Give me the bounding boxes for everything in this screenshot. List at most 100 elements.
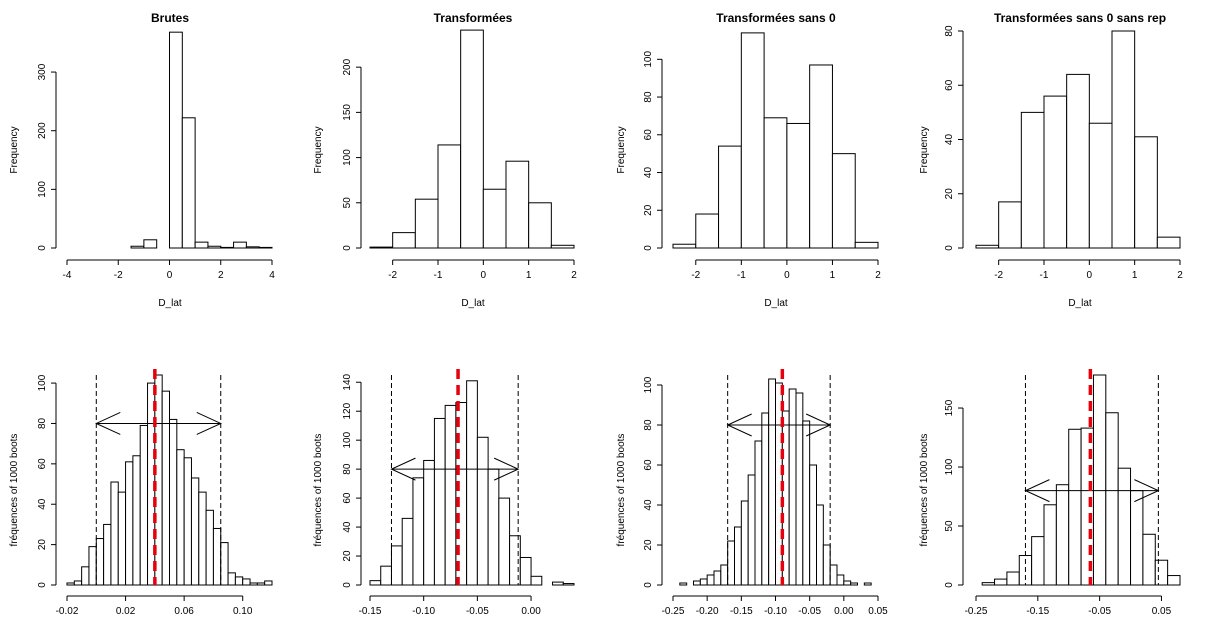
histogram-bar <box>460 29 484 249</box>
y-tick-label: 200 <box>37 122 48 139</box>
histogram-bar <box>264 580 273 586</box>
y-tick-label: 50 <box>342 197 353 209</box>
histogram-bar <box>207 245 222 249</box>
histogram-bar <box>169 418 178 586</box>
arrow-head-left <box>95 412 121 435</box>
histogram-bar <box>1031 536 1045 586</box>
y-tick-label: 80 <box>643 91 654 103</box>
histogram-bar <box>81 566 90 586</box>
bootstrap-histogram-brutes: -0.02 0.02 0.06 0.10 0 20 40 60 80 100 fréquences … <box>9 369 273 617</box>
x-tick-label: -0.02 <box>56 606 79 617</box>
histogram-bar <box>863 582 872 586</box>
histogram-bar <box>1066 73 1090 249</box>
y-tick-label: 0 <box>342 245 353 251</box>
y-tick-label: 60 <box>342 492 353 504</box>
y-tick-label: 100 <box>944 458 955 475</box>
histogram-bar <box>482 188 507 249</box>
y-axis-label: Frequency <box>313 126 324 173</box>
y-tick-label: 100 <box>37 181 48 198</box>
histogram-bar <box>476 436 489 586</box>
histogram-bar <box>509 535 521 586</box>
histogram-bar <box>981 582 996 586</box>
x-axis-label: D_lat <box>1068 298 1092 309</box>
y-tick-label: 20 <box>342 550 353 562</box>
histogram-bar <box>227 572 236 586</box>
x-axis-label: D_lat <box>461 298 485 309</box>
histogram-bar <box>245 246 260 249</box>
histogram-bar <box>836 574 845 586</box>
x-tick-label: -0.05 <box>1088 606 1111 617</box>
histogram-bar <box>423 459 435 586</box>
y-tick-label: 100 <box>342 149 353 166</box>
x-tick-label: 0 <box>1087 270 1093 281</box>
x-tick-label: -0.25 <box>965 606 988 617</box>
y-axis-label: fréquences of 1000 boots <box>313 434 324 547</box>
x-tick-label: -4 <box>63 270 72 281</box>
histogram-bar <box>768 378 776 586</box>
x-tick-label: 1 <box>526 270 532 281</box>
histogram-bar <box>139 424 149 586</box>
x-tick-label: 0.02 <box>116 606 136 617</box>
histogram-bar <box>854 241 879 249</box>
histogram-brutes: -4 -2 0 2 4 0 100 200 300 Brutes D_lat Frequency <box>9 11 275 309</box>
histogram-bar <box>220 542 229 586</box>
y-tick-label: 40 <box>37 498 48 510</box>
histogram-bar <box>718 145 742 249</box>
histogram-bar <box>788 388 797 586</box>
histogram-bar <box>550 244 575 249</box>
y-tick-label: 300 <box>37 63 48 80</box>
histogram-bar <box>169 31 183 249</box>
x-tick-label: -1 <box>1040 270 1049 281</box>
y-tick-label: 20 <box>643 539 654 551</box>
histogram-bar <box>843 580 852 586</box>
histogram-bar <box>249 582 258 586</box>
x-tick-label: -0.15 <box>359 606 382 617</box>
histogram-bar <box>256 582 266 586</box>
y-tick-label: 40 <box>643 499 654 511</box>
histogram-bar <box>66 582 75 586</box>
x-tick-label: -2 <box>388 270 397 281</box>
y-tick-label: 60 <box>37 458 48 470</box>
arrow-head-left <box>726 413 752 437</box>
y-tick-label: 100 <box>643 376 654 393</box>
histogram-bar <box>433 417 446 586</box>
histogram-bar <box>242 578 251 586</box>
histogram-bar <box>190 477 200 586</box>
histogram-bar <box>505 160 530 249</box>
arrow-head-left <box>1024 479 1050 503</box>
x-tick-label: 0.06 <box>174 606 194 617</box>
bootstrap-histogram-transformees-sans-0: -0.25 -0.20 -0.15 -0.10 -0.05 0.00 0.05 0 20 40 60… <box>616 369 888 617</box>
y-tick-label: 60 <box>643 459 654 471</box>
histogram-bar <box>1006 571 1020 586</box>
y-tick-label: 120 <box>342 402 353 419</box>
histogram-bar <box>205 509 214 586</box>
histogram-bar <box>998 201 1022 249</box>
arrow-head-right <box>493 457 520 481</box>
y-axis-label: fréquences of 1000 boots <box>919 434 930 547</box>
histogram-bar <box>822 544 831 586</box>
histogram-bar <box>530 575 543 586</box>
histogram-bar <box>1154 559 1169 586</box>
histogram-bar <box>802 420 811 586</box>
histogram-bar <box>1043 504 1057 586</box>
y-tick-label: 80 <box>342 463 353 475</box>
histogram-bar <box>699 578 708 586</box>
y-tick-label: 0 <box>37 245 48 251</box>
histogram-bar <box>444 404 457 586</box>
histogram-bar <box>693 580 701 586</box>
histogram-bar <box>143 239 158 249</box>
x-tick-label: -2 <box>994 270 1003 281</box>
histogram-bar <box>994 578 1008 586</box>
x-tick-label: 2 <box>875 270 881 281</box>
histogram-bar <box>1043 95 1068 249</box>
histogram-bar <box>487 468 500 586</box>
y-axis-label: Frequency <box>616 126 627 173</box>
x-tick-label: -0.20 <box>696 606 719 617</box>
histogram-bar <box>369 580 382 586</box>
histogram-bar <box>816 504 824 586</box>
arrow-head-right <box>196 412 222 435</box>
y-tick-label: 20 <box>944 188 955 200</box>
histogram-bar <box>679 582 688 586</box>
